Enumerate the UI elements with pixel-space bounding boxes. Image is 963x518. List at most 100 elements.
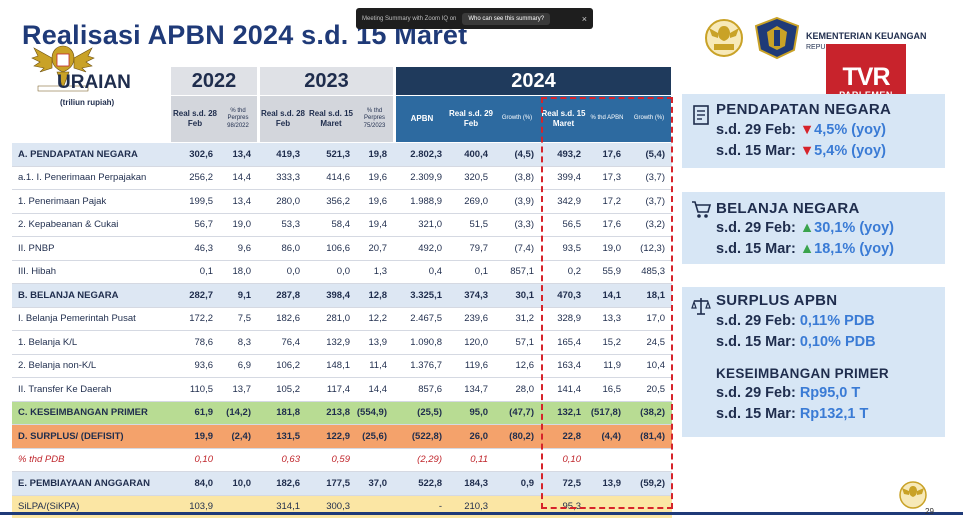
table-cell: 106,6 (326, 242, 350, 254)
table-cell: 8,3 (237, 336, 251, 348)
col-pct-perpres-2023: % thd Perpres 75/2023 (363, 107, 386, 129)
table-cell: 24,5 (646, 336, 666, 348)
shopping-cart-icon (692, 201, 712, 218)
up-arrow-icon: ▲ (799, 241, 815, 257)
zoom-summary-bar: Meeting Summary with Zoom IQ on Who can … (356, 8, 593, 29)
col-growth-mar-2024: Growth (%) (633, 115, 665, 122)
table-cell: 132,9 (326, 336, 350, 348)
balance-scale-icon (691, 298, 711, 315)
table-cell: 132,1 (557, 407, 581, 419)
table-cell: 76,4 (281, 336, 301, 348)
table-cell: 0,63 (281, 454, 301, 466)
row-label: II. PNBP (18, 242, 55, 254)
table-row: B. BELANJA NEGARA 282,7 9,1 287,8 398,4 12,8 3… (12, 284, 672, 308)
row-label: I. Belanja Pemerintah Pusat (18, 313, 136, 325)
belanja-feb: s.d. 29 Feb: ▲30,1% (yoy) (716, 220, 894, 236)
table-cell: 9,6 (237, 242, 251, 254)
table-cell: 51,5 (469, 219, 489, 231)
close-icon[interactable]: × (581, 13, 587, 24)
table-row: III. Hibah 0,1 18,0 0,0 0,0 1,3 0,4 0,1 857,1 0,2… (12, 261, 672, 284)
surplus-title: SURPLUS APBN (716, 292, 838, 309)
table-cell: 120,0 (464, 336, 488, 348)
table-cell: 181,8 (276, 407, 300, 419)
table-cell: 19,0 (232, 219, 252, 231)
table-row: 1. Penerimaan Pajak 199,5 13,4 280,0 356,2 19… (12, 190, 672, 214)
table-cell: (522,8) (411, 430, 442, 442)
table-cell: 17,2 (602, 195, 622, 207)
table-cell: 12,2 (368, 313, 388, 325)
dpr-emblem-icon (705, 19, 743, 57)
col-real-15mar-2024: Real s.d. 15 Maret (541, 109, 586, 128)
table-cell: 12,6 (515, 360, 535, 372)
pendapatan-mar-value: 5,4% (yoy) (814, 143, 886, 159)
table-cell: (5,4) (645, 148, 665, 160)
table-cell: 172,2 (189, 313, 213, 325)
surplus-feb-label: s.d. 29 Feb: (716, 313, 796, 329)
row-label: a.1. I. Penerimaan Perpajakan (18, 172, 147, 184)
table-cell: 11,9 (603, 360, 621, 372)
col-pct-apbn-2024: % thd APBN (590, 115, 624, 122)
keseimbangan-feb-value: Rp95,0 T (799, 385, 861, 401)
table-cell: 1.988,9 (410, 195, 442, 207)
zoom-summary-text: Meeting Summary with Zoom IQ on (362, 15, 457, 22)
apbn-table: A. PENDAPATAN NEGARA 302,6 13,4 419,3 521,3 1… (12, 143, 672, 518)
table-cell: 20,5 (646, 383, 666, 395)
table-cell: 86,0 (281, 242, 301, 254)
table-cell: (3,2) (645, 219, 665, 231)
table-cell: 0,4 (428, 266, 442, 278)
down-arrow-icon: ▼ (799, 143, 815, 159)
table-cell: 177,5 (326, 477, 350, 489)
table-cell: (59,2) (640, 477, 665, 489)
table-cell: 17,0 (646, 313, 666, 325)
table-cell: 15,2 (602, 336, 622, 348)
table-cell: 256,2 (189, 172, 213, 184)
table-cell: 0,0 (286, 266, 300, 278)
belanja-mar-label: s.d. 15 Mar: (716, 241, 796, 257)
kemenkeu-logo-icon (754, 16, 800, 60)
table-cell: 213,8 (326, 407, 350, 419)
table-cell: 521,3 (326, 148, 350, 160)
panel-belanja: BELANJA NEGARA s.d. 29 Feb: ▲30,1% (yoy)… (682, 192, 945, 264)
table-cell: 492,0 (418, 242, 442, 254)
table-row: 2. Belanja non-K/L 93,6 6,9 106,2 148,1 11,4 1… (12, 355, 672, 378)
table-cell: 13,3 (602, 313, 622, 325)
table-row: a.1. I. Penerimaan Perpajakan 256,2 14,4 33… (12, 167, 672, 190)
table-cell: 321,0 (418, 219, 442, 231)
table-cell: 19,6 (368, 195, 388, 207)
table-cell: 485,3 (641, 266, 665, 278)
table-cell: 119,6 (464, 360, 488, 372)
table-cell: 72,5 (562, 477, 582, 489)
table-cell: 342,9 (557, 195, 581, 207)
keseimbangan-mar-value: Rp132,1 T (799, 406, 869, 422)
table-cell: 281,0 (326, 313, 350, 325)
tv-logo-main: TVR (842, 62, 891, 91)
table-cell: 414,6 (326, 172, 350, 184)
table-cell: 493,2 (557, 148, 581, 160)
col-pct-perpres-2022: % thd Perpres 98/2022 (227, 107, 249, 129)
table-cell: 13,4 (232, 148, 252, 160)
who-can-see-button[interactable]: Who can see this summary? (462, 12, 551, 25)
table-cell: 56,7 (194, 219, 214, 231)
table-row: I. Belanja Pemerintah Pusat 172,2 7,5 182,6… (12, 308, 672, 331)
table-cell: 182,6 (276, 477, 300, 489)
table-cell: 2.802,3 (410, 148, 442, 160)
table-cell: 20,7 (368, 242, 388, 254)
table-row: 1. Belanja K/L 78,6 8,3 76,4 132,9 13,9 1.090,… (12, 331, 672, 355)
pendapatan-mar-label: s.d. 15 Mar: (716, 143, 796, 159)
surplus-mar-value: 0,10% PDB (799, 334, 876, 350)
keseimbangan-mar: s.d. 15 Mar: Rp132,1 T (716, 406, 868, 422)
table-cell: 84,0 (194, 477, 214, 489)
table-cell: 314,1 (276, 501, 300, 513)
table-cell: 57,1 (515, 336, 535, 348)
table-cell: 17,6 (602, 148, 622, 160)
table-cell: 55,9 (602, 266, 622, 278)
surplus-feb-value: 0,11% PDB (799, 313, 875, 329)
table-cell: 184,3 (464, 477, 488, 489)
table-cell: 300,3 (326, 501, 350, 513)
table-cell: 165,4 (557, 336, 581, 348)
table-cell: 19,8 (368, 148, 388, 160)
table-cell: 78,6 (194, 336, 214, 348)
table-cell: (3,9) (514, 195, 534, 207)
table-cell: 106,2 (276, 360, 300, 372)
table-cell: 0,1 (474, 266, 488, 278)
